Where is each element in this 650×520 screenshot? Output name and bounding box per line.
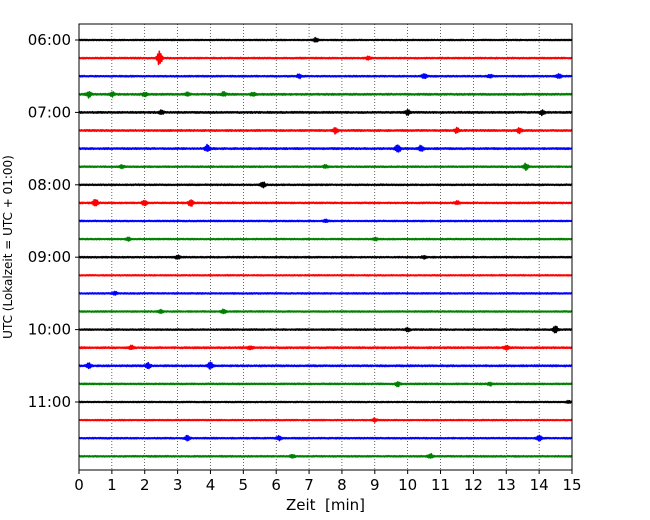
seismic-trace-1045 xyxy=(78,381,573,388)
x-tick-label: 7 xyxy=(304,476,314,494)
x-tick-label: 1 xyxy=(107,476,117,494)
seismic-trace-0945 xyxy=(78,308,573,315)
x-tick-label: 6 xyxy=(271,476,281,494)
seismic-trace-0600 xyxy=(78,36,573,43)
trace-group xyxy=(78,36,573,459)
seismic-trace-1130 xyxy=(78,434,573,442)
seismic-trace-0730 xyxy=(78,143,573,153)
x-tick-label: 15 xyxy=(562,476,581,494)
plot-frame xyxy=(78,23,573,471)
x-tick-label: 14 xyxy=(530,476,549,494)
seismic-trace-0615 xyxy=(78,50,573,66)
seismic-trace-0700 xyxy=(78,109,573,117)
y-tick-label: 11:00 xyxy=(28,393,71,411)
seismic-trace-0900 xyxy=(78,254,573,260)
seismic-trace-1000 xyxy=(78,325,573,334)
x-axis-ticks: 0 1 2 3 4 5 6 7 8 9 10 11 12 13 14 15 xyxy=(74,470,582,494)
plot-area-background xyxy=(79,24,572,470)
x-tick-label: 11 xyxy=(431,476,450,494)
x-tick-label: 9 xyxy=(370,476,380,494)
seismic-trace-0815 xyxy=(78,199,573,207)
seismic-trace-0845 xyxy=(78,236,573,242)
x-tick-label: 0 xyxy=(74,476,84,494)
x-tick-label: 12 xyxy=(464,476,483,494)
seismic-trace-0645 xyxy=(78,90,573,99)
seismic-trace-0745 xyxy=(78,162,573,171)
seismic-trace-1030 xyxy=(78,361,573,370)
seismic-trace-0715 xyxy=(78,126,573,135)
seismic-trace-0800 xyxy=(78,181,573,189)
seismic-trace-0915 xyxy=(78,273,573,277)
y-tick-label: 07:00 xyxy=(28,103,71,121)
x-tick-label: 4 xyxy=(206,476,216,494)
y-tick-label: 06:00 xyxy=(28,31,71,49)
seismic-trace-1015 xyxy=(78,344,573,351)
y-tick-label: 10:00 xyxy=(28,321,71,339)
y-axis-label: UTC (Lokalzeit = UTC + 01:00) xyxy=(1,155,15,339)
seismic-trace-0930 xyxy=(78,290,573,296)
y-tick-label: 09:00 xyxy=(28,248,71,266)
seismic-trace-1145 xyxy=(78,452,573,459)
x-axis-label: Zeit [min] xyxy=(286,496,365,514)
y-axis-ticks: 06:00 07:00 08:00 09:00 10:00 11:00 xyxy=(28,31,79,411)
x-tick-label: 8 xyxy=(337,476,347,494)
seismic-trace-0830 xyxy=(78,218,573,224)
x-tick-label: 3 xyxy=(173,476,183,494)
x-tick-label: 10 xyxy=(398,476,417,494)
x-tick-label: 5 xyxy=(239,476,249,494)
x-tick-label: 2 xyxy=(140,476,150,494)
seismic-trace-0630 xyxy=(78,73,573,80)
seismic-trace-1100 xyxy=(78,399,573,404)
seismic-trace-1115 xyxy=(78,417,573,423)
x-tick-label: 13 xyxy=(497,476,516,494)
x-gridlines xyxy=(111,24,540,470)
y-tick-label: 08:00 xyxy=(28,176,71,194)
